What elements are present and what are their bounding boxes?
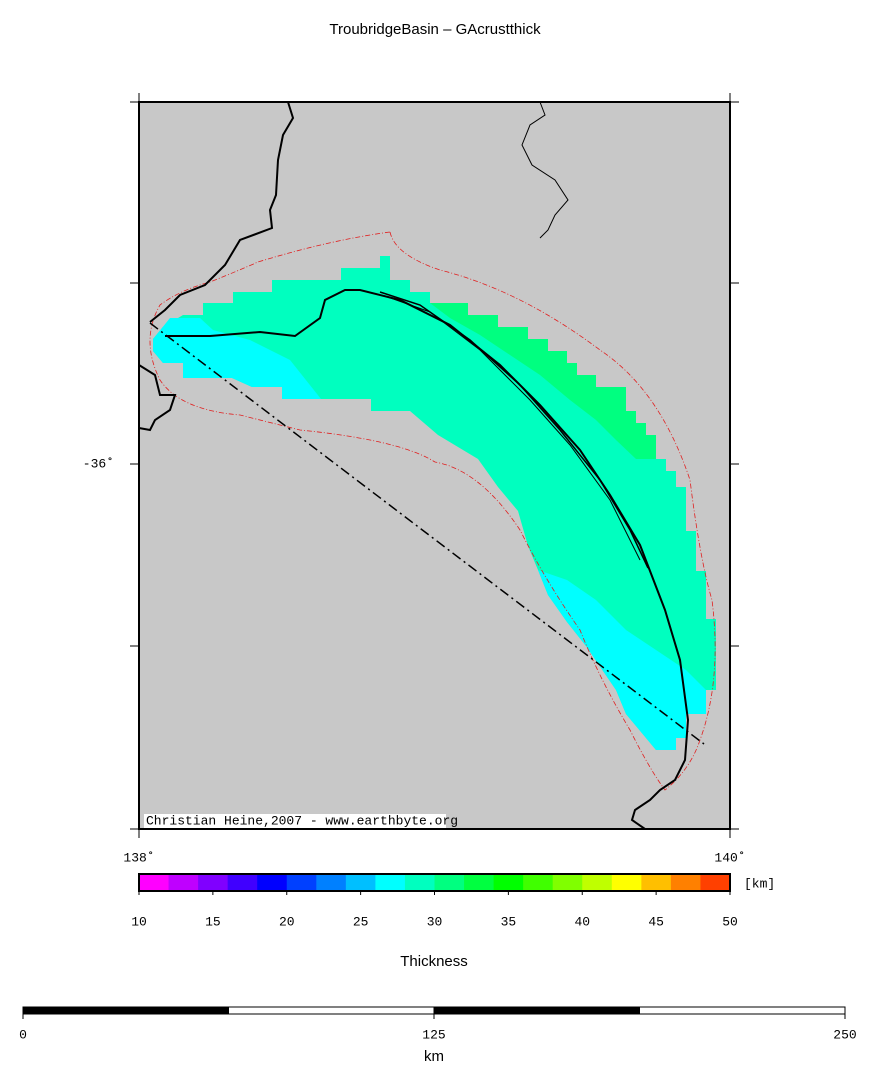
color-swatch: [257, 874, 288, 891]
color-swatch: [375, 874, 406, 891]
color-swatch: [641, 874, 672, 891]
colorbar-label: Thickness: [400, 953, 468, 970]
color-swatch: [552, 874, 583, 891]
tick-label: 10: [131, 914, 147, 929]
thickness-cells: [538, 570, 706, 750]
scale-segment: [228, 1006, 435, 1015]
tick-label: 50: [722, 914, 738, 929]
tick-label: 25: [353, 914, 369, 929]
tick-label: 125: [422, 1027, 445, 1042]
scale-segment: [639, 1006, 846, 1015]
coastline: [138, 101, 690, 830]
color-swatch: [227, 874, 258, 891]
color-swatch: [670, 874, 701, 891]
thickness-cells: [430, 303, 656, 459]
color-swatch: [464, 874, 495, 891]
profile-line: [149, 322, 705, 745]
frame-ticks: [130, 93, 739, 838]
lon-label: 138˚: [123, 850, 154, 865]
title: TroubridgeBasin – GAcrustthick: [329, 21, 541, 38]
credit-box: [144, 814, 446, 828]
tick-label: 250: [833, 1027, 856, 1042]
color-swatch: [139, 874, 170, 891]
tick-label: 30: [427, 914, 443, 929]
color-swatch: [700, 874, 731, 891]
map-frame: [138, 101, 731, 830]
colorbar-unit: [km]: [744, 876, 775, 891]
thickness-cells: [153, 318, 321, 399]
scale-segment: [433, 1006, 640, 1015]
scale-segment: [22, 1006, 229, 1015]
color-swatch: [316, 874, 347, 891]
tick-label: 15: [205, 914, 221, 929]
color-swatch: [168, 874, 199, 891]
map: Christian Heine,2007 - www.earthbyte.org…: [83, 93, 746, 865]
color-swatch: [611, 874, 642, 891]
tick-label: 45: [648, 914, 664, 929]
basin-outline: [149, 231, 716, 791]
tick-label: 20: [279, 914, 295, 929]
color-swatch: [404, 874, 435, 891]
colorbar: 10 15 20 25 30 35 40 45 50: [131, 873, 738, 929]
river: [521, 101, 569, 239]
lat-label: -36˚: [83, 456, 114, 471]
tick-label: 40: [574, 914, 590, 929]
color-swatch: [434, 874, 465, 891]
color-swatch: [286, 874, 317, 891]
scalebar: 0 125 250: [19, 1006, 857, 1042]
color-swatch: [493, 874, 524, 891]
scalebar-unit: km: [424, 1048, 444, 1065]
color-swatch: [198, 874, 229, 891]
lon-label: 140˚: [714, 850, 745, 865]
tick-label: 0: [19, 1027, 27, 1042]
color-swatch: [582, 874, 613, 891]
color-swatch: [345, 874, 376, 891]
color-swatch: [523, 874, 554, 891]
credit: Christian Heine,2007 - www.earthbyte.org: [146, 813, 458, 828]
tick-label: 35: [501, 914, 517, 929]
